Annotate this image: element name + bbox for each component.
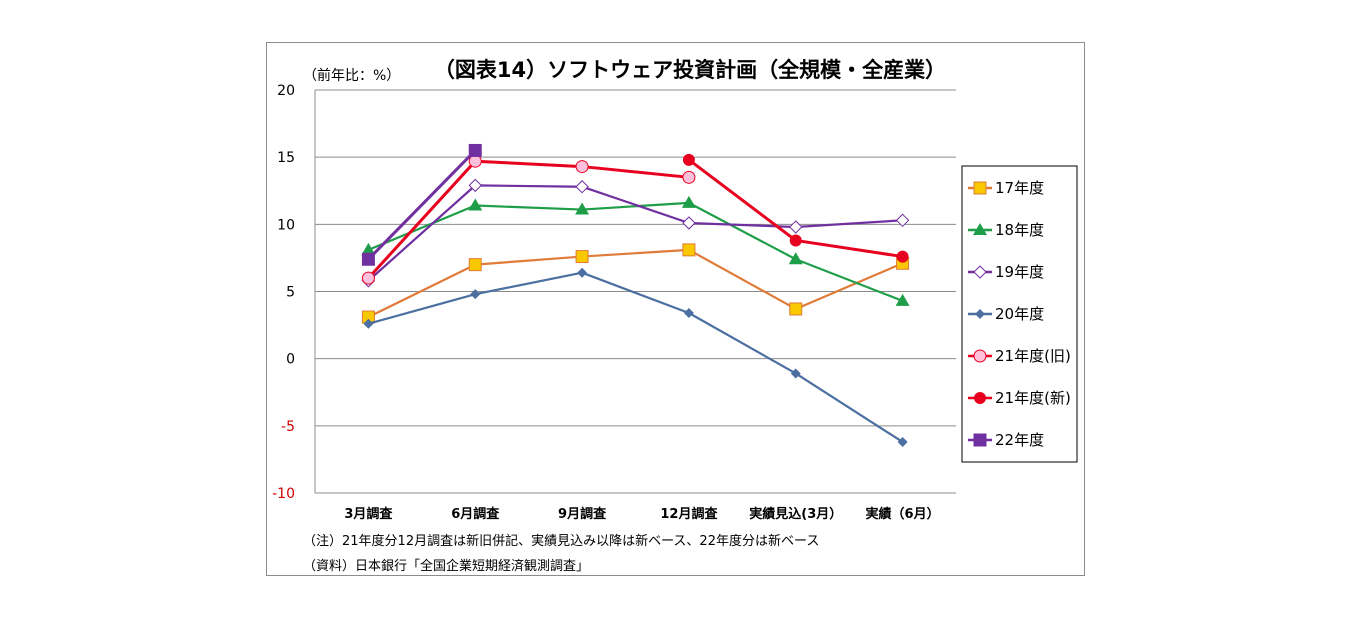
series-line [367,248,904,319]
chart-frame: （図表14）ソフトウェア投資計画（全規模・全産業） （前年比：%） 20 15 10… [266,42,1085,576]
legend-label: 17年度 [995,179,1044,197]
series-2 [361,195,910,306]
data-point [975,309,985,319]
data-point [468,198,483,211]
x-axis-ticks: 3月調査 6月調査 9月調査 12月調査 実績見込(3月） 実績（6月） [344,506,939,522]
data-point [468,154,482,168]
data-point [575,180,589,194]
series-1 [361,243,910,324]
legend-label: 22年度 [995,431,1044,449]
data-point [361,271,375,285]
data-point [468,178,482,193]
chart-title: （図表14）ソフトウェア投資計画（全規模・全産業） [434,58,946,82]
x-tick-label: 3月調査 [344,506,393,522]
series-line [367,149,477,261]
data-point [790,368,801,379]
data-point [575,250,589,264]
data-point [973,433,987,447]
y-tick-label: -10 [272,486,295,502]
y-axis-unit-label: （前年比：%） [303,67,400,84]
data-point [577,267,588,278]
data-point [974,392,986,404]
y-tick-label: 20 [277,83,295,99]
source-note: （資料）日本銀行「全国企業短期経済観測調査」 [303,558,589,574]
y-tick-label: 5 [286,285,295,301]
data-point [682,216,696,230]
data-point [468,258,482,272]
x-tick-label: 6月調査 [451,506,500,522]
data-point [575,202,590,215]
data-point [682,243,696,257]
data-point [575,160,589,174]
series-line [367,201,903,302]
data-point [470,289,481,300]
footnote: （注）21年度分12月調査は新旧併記、実績見込み以降は新ベース、22年度分は新ベ… [303,533,819,549]
legend-item: 21年度(新) [968,389,1071,407]
data-point [789,220,803,234]
data-point [363,318,374,329]
data-point [468,143,482,157]
y-tick-label: 10 [277,217,295,233]
series-6 [682,153,909,263]
data-point [897,436,908,447]
data-point [895,293,910,306]
series-5 [361,154,696,285]
y-tick-label: 0 [286,352,295,368]
data-point [681,195,696,208]
chart-canvas: （図表14）ソフトウェア投資計画（全規模・全産業） （前年比：%） 20 15 10… [272,58,1078,574]
legend-label: 20年度 [995,305,1044,323]
series-line [367,184,903,282]
x-tick-label: 実績見込(3月） [749,506,842,522]
legend-item: 20年度 [968,305,1044,323]
data-point [973,265,987,279]
legend-item: 17年度 [968,179,1044,197]
y-tick-label: -5 [281,419,295,435]
legend-label: 21年度(新) [995,389,1071,407]
legend-item: 22年度 [968,431,1044,449]
data-point [973,223,987,235]
legend-label: 21年度(旧) [995,347,1071,365]
x-tick-label: 9月調査 [558,506,607,522]
series-7 [361,143,482,266]
data-point [788,252,803,265]
data-point [683,307,694,318]
data-point [789,302,803,316]
series-4 [363,267,908,447]
x-tick-label: 実績（6月） [866,506,940,522]
legend-item: 18年度 [968,221,1044,239]
gridlines [314,89,956,494]
data-point [895,213,910,228]
legend-label: 19年度 [995,263,1044,281]
x-tick-label: 12月調査 [660,506,718,522]
y-axis-ticks: 20 15 10 5 0 -5 -10 [272,83,295,502]
y-tick-label: 15 [277,150,295,166]
series-line [367,159,690,280]
legend: 17年度 18年度 19年度 20年度 21年度(旧) 21年度(新) 22年度 [961,165,1078,463]
data-point [682,153,695,166]
data-point [973,349,987,363]
data-point [361,252,375,266]
legend-label: 18年度 [995,221,1044,239]
legend-item: 19年度 [968,263,1044,281]
data-point [973,181,987,195]
data-point [361,242,376,255]
series-line [368,271,904,443]
data-point [896,250,909,263]
legend-item: 21年度(旧) [968,347,1071,365]
data-point [682,170,696,184]
data-point [789,234,802,247]
series-group [361,143,910,447]
